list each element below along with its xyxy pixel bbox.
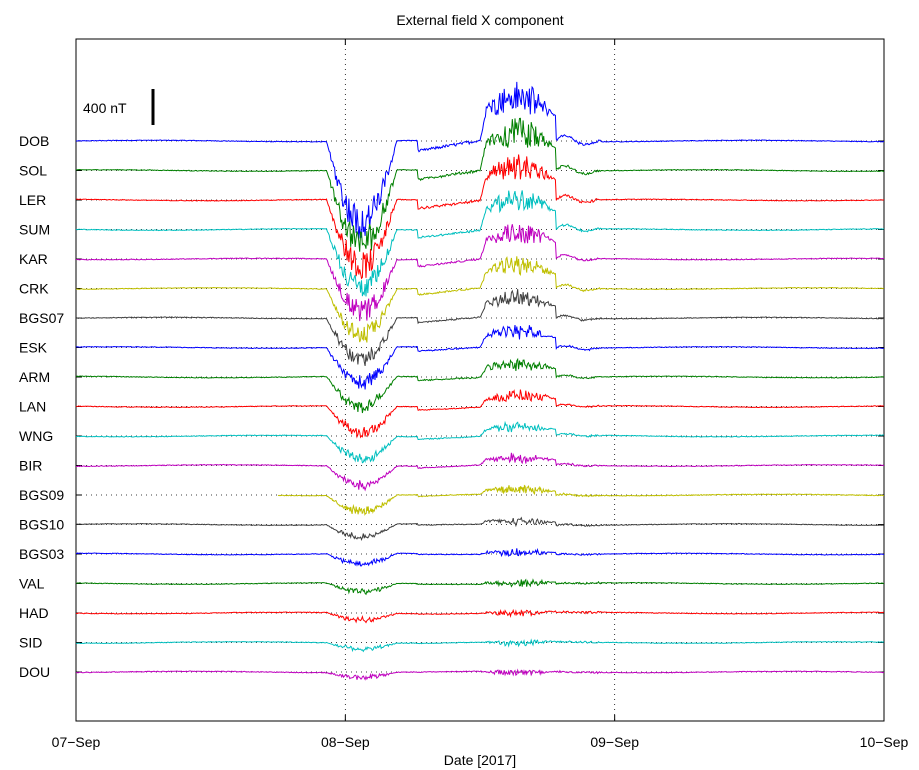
x-tick-label: 10−Sep (860, 734, 909, 750)
trace-lan (75, 389, 885, 439)
trace-sum (75, 190, 885, 297)
grid (76, 39, 884, 721)
station-labels: DOB SOL LER SUM KAR CRK BGS07 ESK ARM LAN WNG BIR BG… (19, 133, 64, 680)
trace-kar (75, 224, 885, 322)
x-tick-label: 08−Sep (321, 734, 370, 750)
trace-sol (75, 117, 885, 252)
station-label-crk: CRK (19, 281, 49, 297)
trace-arm (75, 357, 885, 414)
station-label-had: HAD (19, 605, 49, 621)
station-label-sid: SID (19, 635, 42, 651)
station-label-val: VAL (19, 576, 45, 592)
station-label-arm: ARM (19, 369, 50, 385)
trace-had (75, 608, 884, 624)
traces (75, 81, 885, 681)
station-label-ler: LER (19, 192, 46, 208)
trace-sid (75, 638, 885, 653)
scale-bar-label: 400 nT (83, 100, 127, 116)
trace-bgs03 (75, 547, 885, 567)
trace-crk (75, 256, 884, 343)
trace-val (76, 578, 885, 596)
trace-wng (75, 420, 885, 464)
station-label-dou: DOU (19, 664, 50, 680)
x-tick-label: 09−Sep (590, 734, 639, 750)
station-label-bir: BIR (19, 458, 42, 474)
scale-bar: 400 nT (83, 89, 155, 125)
x-tick-label: 07−Sep (52, 734, 101, 750)
x-axis: 07−Sep 08−Sep 09−Sep 10−Sep (52, 39, 909, 750)
station-label-wng: WNG (19, 428, 53, 444)
trace-esk (75, 325, 885, 390)
plot-area (75, 38, 885, 722)
station-label-bgs09: BGS09 (19, 487, 64, 503)
station-label-lan: LAN (19, 399, 46, 415)
station-label-esk: ESK (19, 340, 48, 356)
station-label-sol: SOL (19, 163, 47, 179)
station-label-bgs07: BGS07 (19, 310, 64, 326)
trace-bgs07 (75, 289, 885, 367)
trace-dob (75, 81, 885, 239)
station-label-bgs10: BGS10 (19, 517, 64, 533)
x-axis-label: Date [2017] (444, 752, 516, 768)
station-label-sum: SUM (19, 222, 50, 238)
chart-title: External field X component (396, 12, 563, 28)
trace-bir (75, 452, 885, 492)
trace-bgs10 (75, 516, 885, 541)
station-label-kar: KAR (19, 251, 48, 267)
trace-bgs09 (277, 484, 884, 516)
trace-dou (76, 668, 885, 681)
station-label-dob: DOB (19, 133, 49, 149)
trace-ler (76, 154, 885, 280)
station-label-bgs03: BGS03 (19, 546, 64, 562)
